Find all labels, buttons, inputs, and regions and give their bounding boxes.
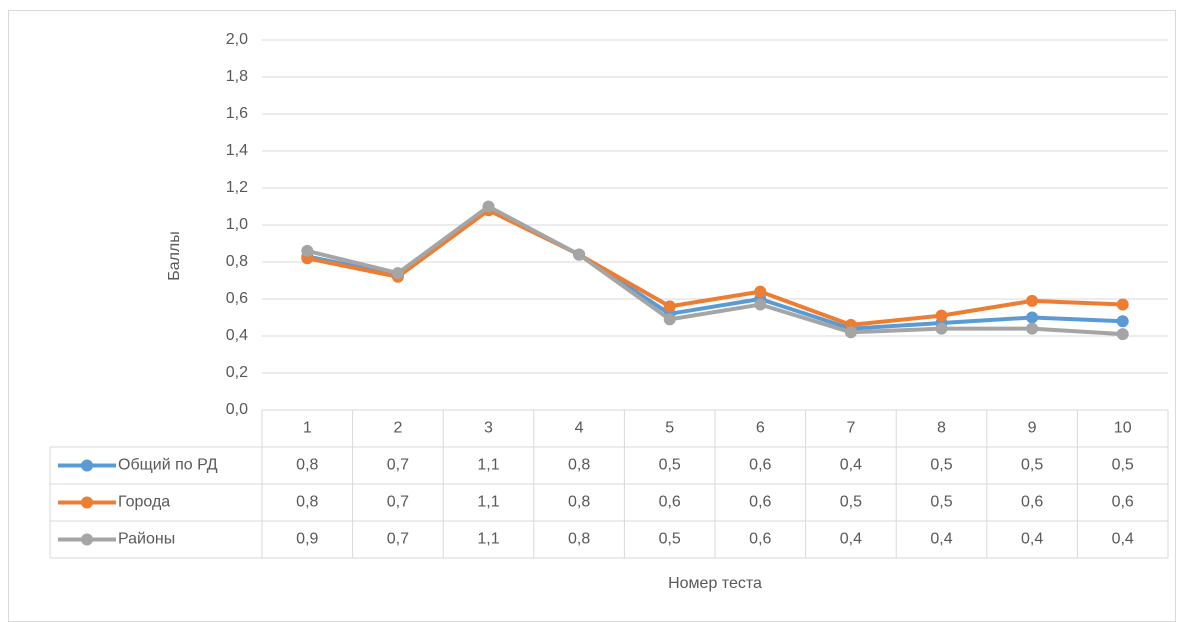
series-line — [306, 208, 1123, 327]
x-axis-label: Номер теста — [668, 575, 762, 592]
series-marker — [754, 298, 767, 311]
series-marker — [1026, 311, 1039, 324]
y-tick-label: 0,0 — [226, 401, 248, 418]
table-cell: 0,8 — [568, 494, 590, 511]
x-tick-label: 7 — [846, 420, 855, 437]
table-cell: 0,9 — [296, 531, 318, 548]
y-tick-label: 0,4 — [226, 327, 248, 344]
table-cell: 1,1 — [477, 457, 499, 474]
table-cell: 0,5 — [930, 457, 952, 474]
series-marker — [1116, 298, 1129, 311]
y-axis-label: Баллы — [166, 231, 183, 281]
series-marker — [391, 267, 404, 280]
table-cell: 0,8 — [568, 457, 590, 474]
table-cell: 0,7 — [387, 457, 409, 474]
table-cell: 0,8 — [296, 457, 318, 474]
legend-label: Города — [118, 494, 170, 511]
table-cell: 0,4 — [840, 531, 862, 548]
table-cell: 0,4 — [840, 457, 862, 474]
table-cell: 0,6 — [749, 457, 771, 474]
series-marker — [663, 300, 676, 313]
table-cell: 1,1 — [477, 531, 499, 548]
y-tick-label: 1,2 — [226, 179, 248, 196]
legend-marker — [81, 496, 93, 509]
legend-marker — [81, 533, 93, 546]
table-cell: 0,5 — [659, 531, 681, 548]
series-marker — [482, 200, 495, 213]
series-marker — [1026, 294, 1039, 307]
y-tick-label: 1,8 — [226, 68, 248, 85]
table-cell: 0,6 — [659, 494, 681, 511]
series-line — [306, 204, 1123, 337]
table-cell: 1,1 — [477, 494, 499, 511]
x-tick-label: 4 — [575, 420, 584, 437]
table-cell: 0,5 — [930, 494, 952, 511]
table-cell: 0,5 — [1021, 457, 1043, 474]
table-cell: 0,4 — [1112, 531, 1134, 548]
series-marker — [844, 326, 857, 339]
table-cell: 0,5 — [1112, 457, 1134, 474]
series-marker — [1116, 328, 1129, 341]
series-marker — [935, 309, 948, 322]
x-tick-label: 3 — [484, 420, 493, 437]
table-cell: 0,5 — [840, 494, 862, 511]
x-tick-label: 5 — [665, 420, 674, 437]
series-marker — [301, 244, 314, 257]
x-tick-label: 6 — [756, 420, 765, 437]
y-tick-label: 2,0 — [226, 31, 248, 48]
y-tick-label: 1,0 — [226, 216, 248, 233]
y-tick-label: 1,6 — [226, 105, 248, 122]
series-marker — [573, 248, 586, 261]
chart-frame — [8, 10, 1176, 622]
table-cell: 0,7 — [387, 494, 409, 511]
table-cell: 0,4 — [930, 531, 952, 548]
table-cell: 0,7 — [387, 531, 409, 548]
x-tick-label: 9 — [1028, 420, 1037, 437]
y-tick-label: 0,2 — [226, 364, 248, 381]
x-tick-label: 1 — [303, 420, 312, 437]
y-tick-label: 1,4 — [226, 142, 248, 159]
table-cell: 0,6 — [1021, 494, 1043, 511]
table-cell: 0,5 — [659, 457, 681, 474]
table-cell: 0,8 — [568, 531, 590, 548]
legend-label: Районы — [118, 531, 175, 548]
table-cell: 0,6 — [749, 494, 771, 511]
series-marker — [935, 322, 948, 335]
table-cell: 0,6 — [1112, 494, 1134, 511]
x-tick-label: 2 — [393, 420, 402, 437]
legend-label: Общий по РД — [118, 457, 218, 474]
series-marker — [1116, 315, 1129, 328]
y-tick-label: 0,6 — [226, 290, 248, 307]
table-cell: 0,6 — [749, 531, 771, 548]
table-cell: 0,4 — [1021, 531, 1043, 548]
x-tick-label: 10 — [1114, 420, 1132, 437]
x-tick-label: 8 — [937, 420, 946, 437]
series-marker — [1026, 322, 1039, 335]
series-marker — [663, 313, 676, 326]
table-cell: 0,8 — [296, 494, 318, 511]
y-tick-label: 0,8 — [226, 253, 248, 270]
series-marker — [754, 285, 767, 298]
legend-marker — [81, 459, 93, 472]
